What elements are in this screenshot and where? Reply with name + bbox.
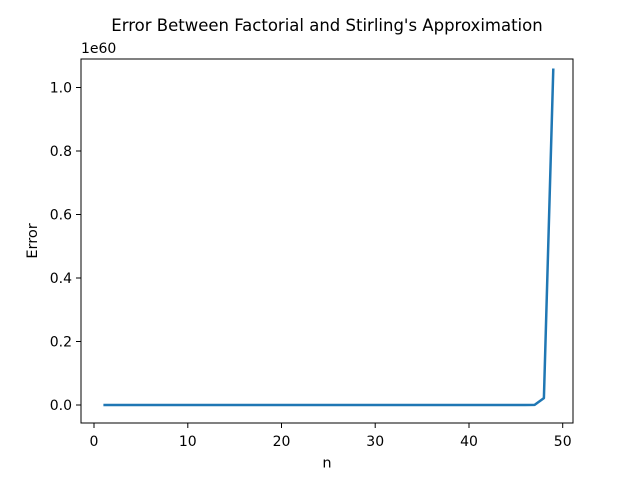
y-tick-label: 0.2 (50, 335, 72, 351)
y-axis-label: Error (25, 223, 41, 258)
chart-title: Error Between Factorial and Stirling's A… (111, 16, 542, 35)
x-tick-label: 50 (554, 434, 572, 450)
x-axis-label: n (322, 456, 331, 472)
x-tick-label: 20 (273, 434, 291, 450)
y-tick-label: 0.0 (50, 398, 72, 414)
y-axis-ticks: 0.0 0.2 0.4 0.6 0.8 1.0 (50, 81, 81, 414)
x-axis-ticks: 0 10 20 30 40 50 (90, 423, 572, 450)
x-tick-label: 40 (460, 434, 478, 450)
y-tick-label: 0.8 (50, 144, 72, 160)
x-tick-label: 30 (366, 434, 384, 450)
y-axis-offset-label: 1e60 (81, 41, 116, 57)
x-tick-label: 0 (90, 434, 99, 450)
axes-frame (80, 58, 574, 424)
y-tick-label: 1.0 (50, 81, 72, 97)
error-series-line (103, 68, 555, 407)
y-tick-label: 0.4 (50, 271, 72, 287)
y-tick-label: 0.6 (50, 208, 72, 224)
x-tick-label: 10 (179, 434, 197, 450)
